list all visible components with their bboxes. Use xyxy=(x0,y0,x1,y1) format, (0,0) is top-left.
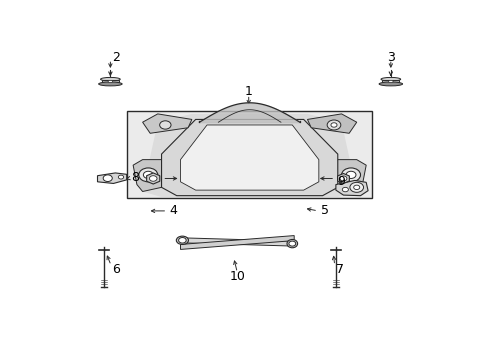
Polygon shape xyxy=(102,80,119,83)
Ellipse shape xyxy=(99,82,122,86)
Ellipse shape xyxy=(378,82,402,86)
Circle shape xyxy=(339,176,346,181)
Polygon shape xyxy=(180,235,294,249)
Circle shape xyxy=(353,185,359,190)
Text: 3: 3 xyxy=(386,50,394,64)
Polygon shape xyxy=(161,120,337,195)
Polygon shape xyxy=(335,180,367,195)
Ellipse shape xyxy=(286,239,297,248)
Ellipse shape xyxy=(388,80,392,82)
Polygon shape xyxy=(142,114,191,133)
Circle shape xyxy=(118,175,123,179)
Circle shape xyxy=(103,175,112,181)
Circle shape xyxy=(342,187,347,192)
Circle shape xyxy=(341,168,360,182)
Circle shape xyxy=(159,121,171,129)
Polygon shape xyxy=(133,159,165,192)
Circle shape xyxy=(349,183,363,192)
Circle shape xyxy=(139,168,158,182)
Polygon shape xyxy=(333,159,366,192)
Ellipse shape xyxy=(176,236,188,244)
Circle shape xyxy=(326,120,340,130)
Text: 2: 2 xyxy=(112,50,120,64)
Text: 7: 7 xyxy=(335,262,343,276)
Polygon shape xyxy=(97,173,126,184)
Circle shape xyxy=(178,238,186,243)
Text: 1: 1 xyxy=(244,85,252,98)
Ellipse shape xyxy=(101,77,120,81)
Circle shape xyxy=(330,123,336,127)
Polygon shape xyxy=(180,238,294,246)
Text: 6: 6 xyxy=(112,262,120,276)
Circle shape xyxy=(288,241,295,246)
Polygon shape xyxy=(142,114,356,197)
Ellipse shape xyxy=(380,77,400,81)
Circle shape xyxy=(149,176,157,181)
Polygon shape xyxy=(146,173,160,184)
Polygon shape xyxy=(382,80,398,83)
Text: 10: 10 xyxy=(229,270,245,283)
Text: 8: 8 xyxy=(131,171,139,184)
Bar xyxy=(127,111,371,198)
Text: 9: 9 xyxy=(337,175,345,188)
Polygon shape xyxy=(180,125,318,190)
Ellipse shape xyxy=(108,80,112,82)
Text: 4: 4 xyxy=(169,204,177,217)
Circle shape xyxy=(346,171,355,179)
Polygon shape xyxy=(337,174,348,184)
Circle shape xyxy=(143,171,153,179)
Text: 5: 5 xyxy=(320,204,328,217)
Polygon shape xyxy=(307,114,356,133)
